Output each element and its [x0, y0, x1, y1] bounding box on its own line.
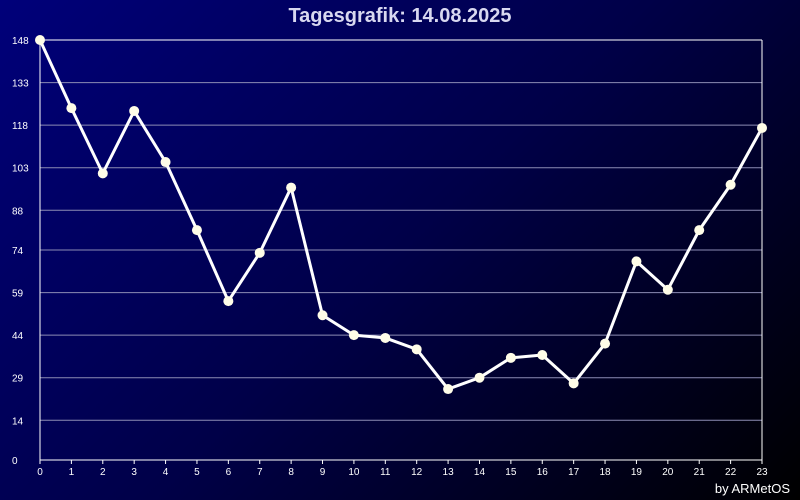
data-point — [380, 332, 391, 343]
data-point — [97, 168, 108, 179]
data-point — [505, 352, 516, 363]
x-tick-label: 22 — [725, 467, 737, 478]
y-tick-label: 0 — [12, 456, 18, 467]
x-tick-label: 19 — [631, 467, 643, 478]
data-point — [191, 225, 202, 236]
y-tick-label: 88 — [12, 206, 24, 217]
x-tick-label: 15 — [505, 467, 517, 478]
data-point — [129, 105, 140, 116]
data-point — [66, 103, 77, 114]
x-tick-label: 7 — [257, 467, 263, 478]
data-point — [286, 182, 297, 193]
data-point — [223, 296, 234, 307]
x-tick-label: 6 — [226, 467, 232, 478]
x-tick-label: 1 — [69, 467, 75, 478]
x-tick-label: 11 — [380, 467, 391, 478]
data-point — [662, 284, 673, 295]
x-tick-label: 10 — [348, 467, 360, 478]
series-layer — [35, 35, 767, 395]
x-tick-label: 2 — [100, 467, 106, 478]
x-tick-label: 9 — [320, 467, 326, 478]
y-tick-label: 103 — [12, 164, 29, 175]
y-tick-label: 14 — [12, 416, 24, 427]
chart-title: Tagesgrafik: 14.08.2025 — [288, 5, 512, 27]
data-point — [631, 256, 642, 267]
y-tick-label: 148 — [12, 36, 29, 47]
data-point — [568, 378, 579, 389]
x-tick-label: 17 — [568, 467, 580, 478]
x-tick-label: 16 — [537, 467, 549, 478]
y-tick-label: 44 — [12, 331, 24, 342]
data-point — [35, 35, 45, 45]
x-tick-label: 13 — [443, 467, 455, 478]
y-tick-label: 118 — [12, 121, 28, 132]
footer-credit: by ARMetOS — [714, 481, 790, 496]
data-point — [474, 372, 485, 383]
data-point — [757, 122, 767, 133]
data-point — [348, 330, 359, 341]
x-tick-label: 8 — [288, 467, 294, 478]
x-tick-label: 18 — [599, 467, 611, 478]
data-point — [411, 344, 422, 355]
grid-layer — [40, 39, 762, 421]
data-point — [725, 179, 736, 190]
series-line — [38, 38, 764, 391]
data-point — [317, 310, 328, 321]
x-tick-label: 21 — [694, 467, 706, 478]
y-tick-label: 59 — [12, 289, 24, 300]
data-point — [537, 350, 548, 360]
y-tick-label: 74 — [12, 246, 24, 257]
x-tick-label: 4 — [163, 467, 169, 478]
x-tick-label: 0 — [37, 467, 43, 478]
data-point — [254, 247, 265, 258]
x-tick-label: 14 — [474, 467, 486, 478]
x-tick-label: 12 — [411, 467, 423, 478]
x-tick-label: 23 — [756, 467, 768, 478]
x-tick-label: 3 — [131, 467, 137, 478]
x-tick-label: 5 — [194, 467, 200, 478]
y-tick-label: 29 — [12, 374, 24, 385]
data-point — [160, 157, 171, 168]
data-point — [443, 384, 454, 395]
x-tick-label: 20 — [662, 467, 674, 478]
data-point — [694, 225, 705, 236]
data-point — [600, 338, 611, 349]
y-tick-label: 133 — [12, 79, 29, 90]
